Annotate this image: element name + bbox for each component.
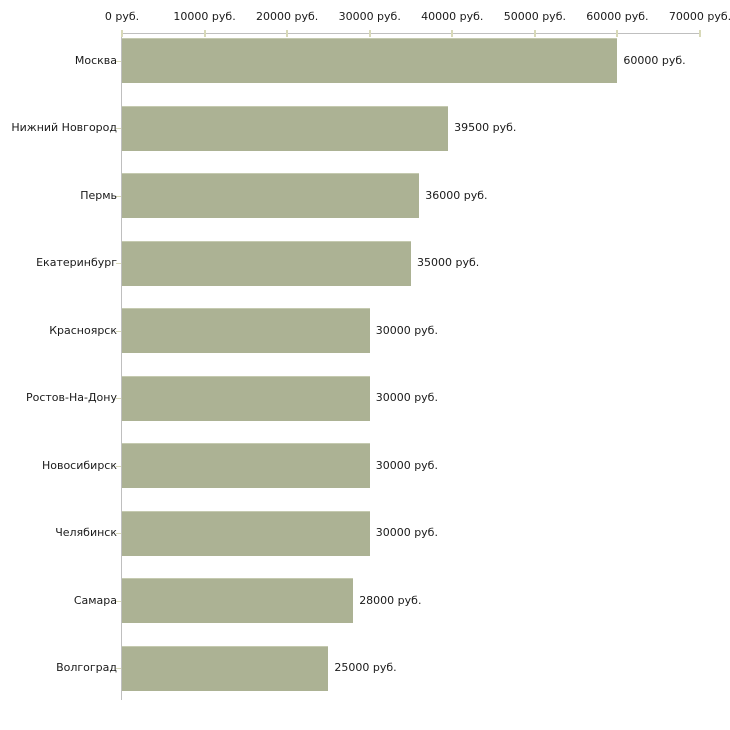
x-axis-tick	[616, 30, 619, 37]
x-axis-tick	[533, 30, 536, 37]
bar-Самара	[122, 578, 354, 624]
category-label: Новосибирск	[41, 458, 117, 472]
bar-Екатеринбург	[122, 240, 411, 286]
x-axis-tick	[286, 30, 289, 37]
category-label: Красноярск	[49, 323, 117, 337]
value-label: 30000 руб.	[375, 391, 438, 405]
x-axis-tick-label: 20000 руб.	[256, 10, 319, 23]
category-tick	[116, 195, 121, 197]
category-tick	[116, 330, 121, 332]
bar-Новосибирск	[122, 443, 370, 489]
x-axis-tick-label: 30000 руб.	[338, 10, 401, 23]
bar-Красноярск	[122, 308, 370, 354]
x-axis-tick-label: 70000 руб.	[668, 10, 730, 23]
category-tick	[116, 263, 121, 265]
category-label: Нижний Новгород	[11, 121, 117, 135]
bar-Пермь	[122, 173, 420, 219]
value-label: 28000 руб.	[359, 593, 422, 607]
bar-Москва	[122, 38, 618, 83]
category-tick	[116, 398, 121, 400]
x-axis-tick-label: 60000 руб.	[586, 10, 649, 23]
category-label: Ростов-На-Дону	[25, 391, 117, 405]
category-tick	[116, 533, 121, 535]
x-axis-tick	[699, 30, 701, 37]
value-label: 35000 руб.	[417, 256, 480, 270]
bar-Волгоград	[122, 645, 329, 691]
value-label: 36000 руб.	[425, 188, 488, 202]
category-tick	[116, 128, 121, 130]
x-axis-tick	[451, 30, 454, 37]
x-axis-tick	[121, 30, 123, 37]
category-label: Волгоград	[56, 661, 117, 675]
category-tick	[116, 668, 121, 670]
x-axis-tick	[368, 30, 371, 37]
bar-Нижний Новгород	[122, 105, 449, 151]
category-tick	[116, 465, 121, 467]
value-label: 25000 руб.	[334, 661, 397, 675]
category-label: Самара	[73, 593, 117, 607]
value-label: 30000 руб.	[375, 323, 438, 337]
value-label: 39500 руб.	[454, 121, 517, 135]
value-label: 30000 руб.	[375, 458, 438, 472]
category-tick	[116, 60, 121, 62]
category-label: Пермь	[80, 188, 117, 202]
bar-Ростов-На-Дону	[122, 375, 370, 421]
y-axis-line	[121, 33, 122, 700]
value-label: 60000 руб.	[623, 53, 686, 67]
x-axis-tick-label: 10000 руб.	[173, 10, 236, 23]
x-axis-tick	[203, 30, 206, 37]
category-label: Екатеринбург	[36, 256, 117, 270]
x-axis-line	[121, 33, 700, 34]
value-label: 30000 руб.	[375, 526, 438, 540]
category-label: Челябинск	[55, 526, 117, 540]
x-axis-tick-label: 0 руб.	[104, 10, 140, 23]
bar-Челябинск	[122, 510, 370, 556]
category-tick	[116, 600, 121, 602]
x-axis-tick-label: 50000 руб.	[503, 10, 566, 23]
x-axis-tick-label: 40000 руб.	[421, 10, 484, 23]
category-label: Москва	[74, 53, 117, 67]
